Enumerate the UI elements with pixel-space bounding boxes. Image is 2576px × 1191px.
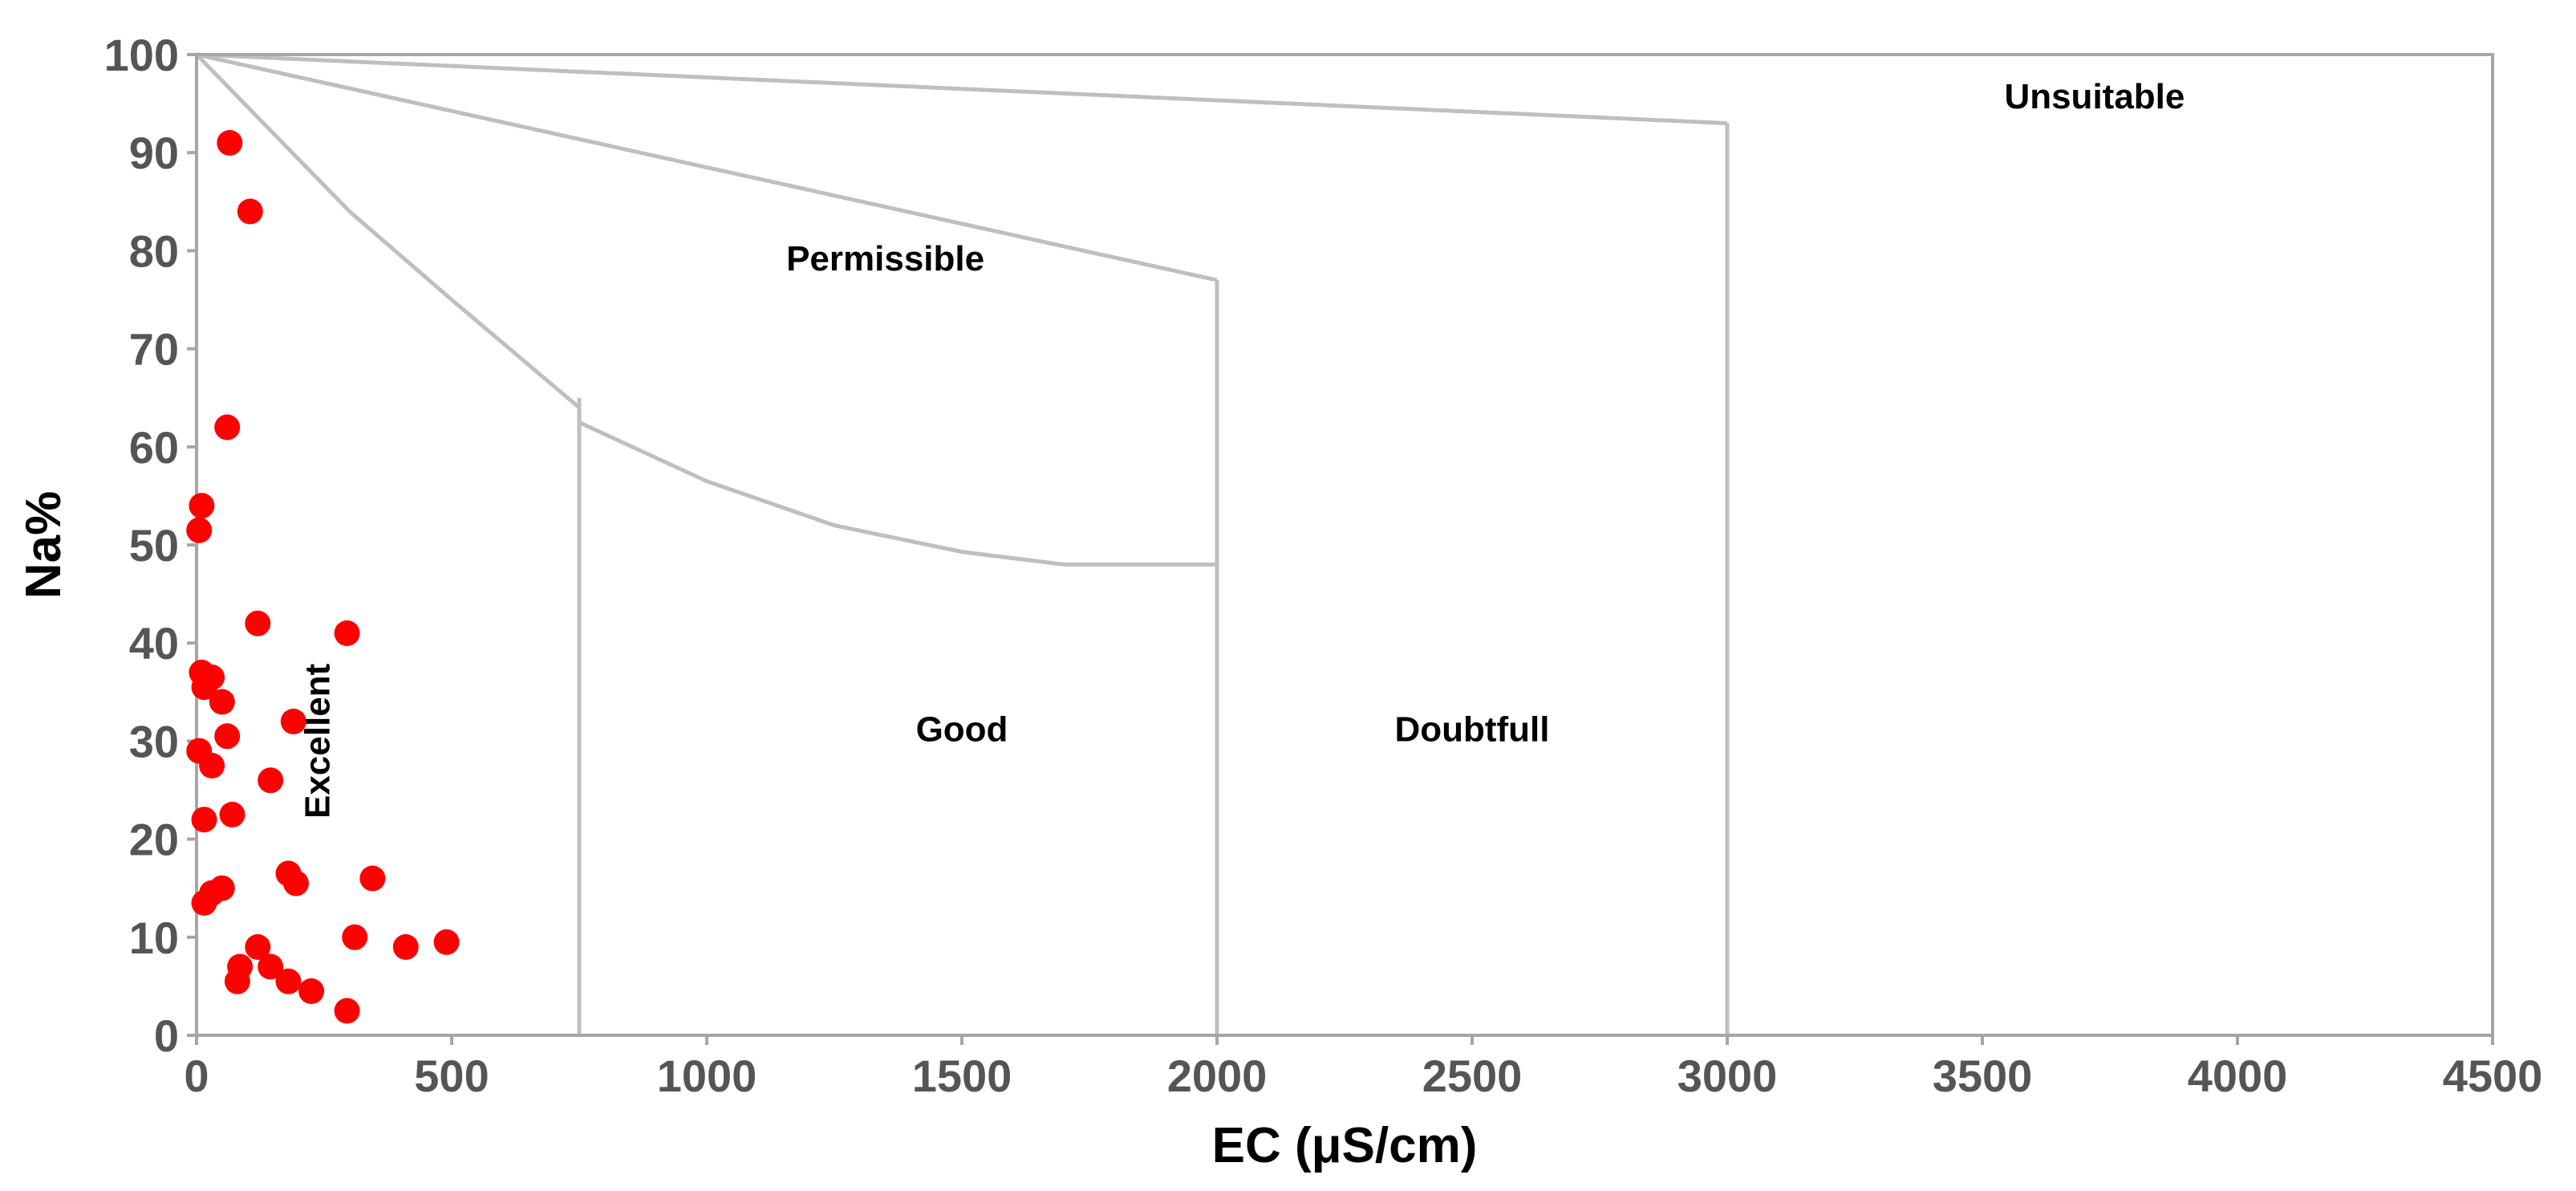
boundary-doubtful-unsuitable: [196, 52, 1728, 125]
x-axis: 0 500 1000 1500 2000 2500 3000 3500 4000 4500: [184, 1035, 2542, 1101]
x-tick-label: 0: [184, 1051, 209, 1101]
classification-boundaries: [195, 52, 1730, 1035]
y-tick-label: 50: [129, 520, 179, 571]
y-axis-title: Na%: [16, 491, 71, 599]
plot-frame: [195, 53, 2494, 1037]
boundary-good-permissible: [578, 421, 1217, 567]
data-point: [191, 674, 217, 701]
x-tick-label: 3500: [1933, 1051, 2033, 1101]
data-point: [214, 414, 241, 441]
data-point: [245, 934, 271, 960]
data-point: [258, 767, 284, 794]
region-label-unsuitable: Unsuitable: [2004, 77, 2185, 116]
y-tick-label: 70: [129, 324, 179, 375]
y-tick-label: 30: [129, 716, 179, 766]
data-point: [283, 870, 309, 896]
data-point: [280, 709, 306, 734]
x-tick-label: 2500: [1422, 1051, 1523, 1101]
data-point: [258, 953, 284, 980]
y-tick-label: 90: [129, 128, 179, 178]
data-point: [191, 890, 217, 916]
data-point: [224, 968, 250, 994]
data-point: [275, 968, 302, 994]
y-tick-label: 40: [129, 618, 179, 669]
y-tick-label: 20: [129, 815, 179, 865]
region-label-good: Good: [916, 709, 1008, 749]
y-tick-label: 10: [129, 913, 179, 963]
data-point: [217, 130, 243, 156]
data-point: [334, 620, 360, 646]
data-point: [334, 998, 360, 1024]
data-point: [359, 865, 386, 892]
x-tick-label: 3000: [1677, 1051, 1778, 1101]
y-tick-label: 100: [104, 30, 179, 80]
data-point: [392, 934, 419, 960]
region-label-permissible: Permissible: [786, 239, 984, 278]
data-point: [245, 610, 271, 636]
region-labels: Excellent Permissible Good Doubtfull Unsuita…: [298, 77, 2185, 819]
y-tick-label: 60: [129, 422, 179, 473]
data-points: [186, 130, 460, 1024]
x-tick-label: 2000: [1167, 1051, 1268, 1101]
data-point: [191, 807, 217, 833]
data-point: [342, 924, 368, 950]
data-point: [209, 689, 235, 715]
x-tick-label: 500: [414, 1051, 489, 1101]
data-point: [199, 753, 225, 778]
y-axis: 0 10 20 30 40 50 60 70 80 90 100: [104, 30, 197, 1061]
boundary-permissible-doubtful: [196, 52, 1218, 283]
data-point: [219, 802, 245, 827]
y-tick-label: 80: [129, 226, 179, 276]
data-point: [237, 198, 263, 225]
region-label-doubtfull: Doubtfull: [1394, 709, 1549, 749]
data-point: [189, 493, 215, 519]
x-axis-title: EC (μS/cm): [1212, 1118, 1478, 1173]
data-point: [186, 517, 213, 543]
x-tick-label: 4500: [2443, 1051, 2543, 1101]
data-point: [433, 929, 460, 955]
x-tick-label: 1000: [657, 1051, 757, 1101]
data-point: [298, 978, 325, 1004]
data-point: [214, 723, 241, 750]
boundary-excellent-good: [195, 53, 581, 409]
region-label-excellent: Excellent: [298, 663, 337, 819]
y-tick-label: 0: [154, 1010, 179, 1061]
x-tick-label: 1500: [912, 1051, 1012, 1101]
x-tick-label: 4000: [2188, 1051, 2288, 1101]
